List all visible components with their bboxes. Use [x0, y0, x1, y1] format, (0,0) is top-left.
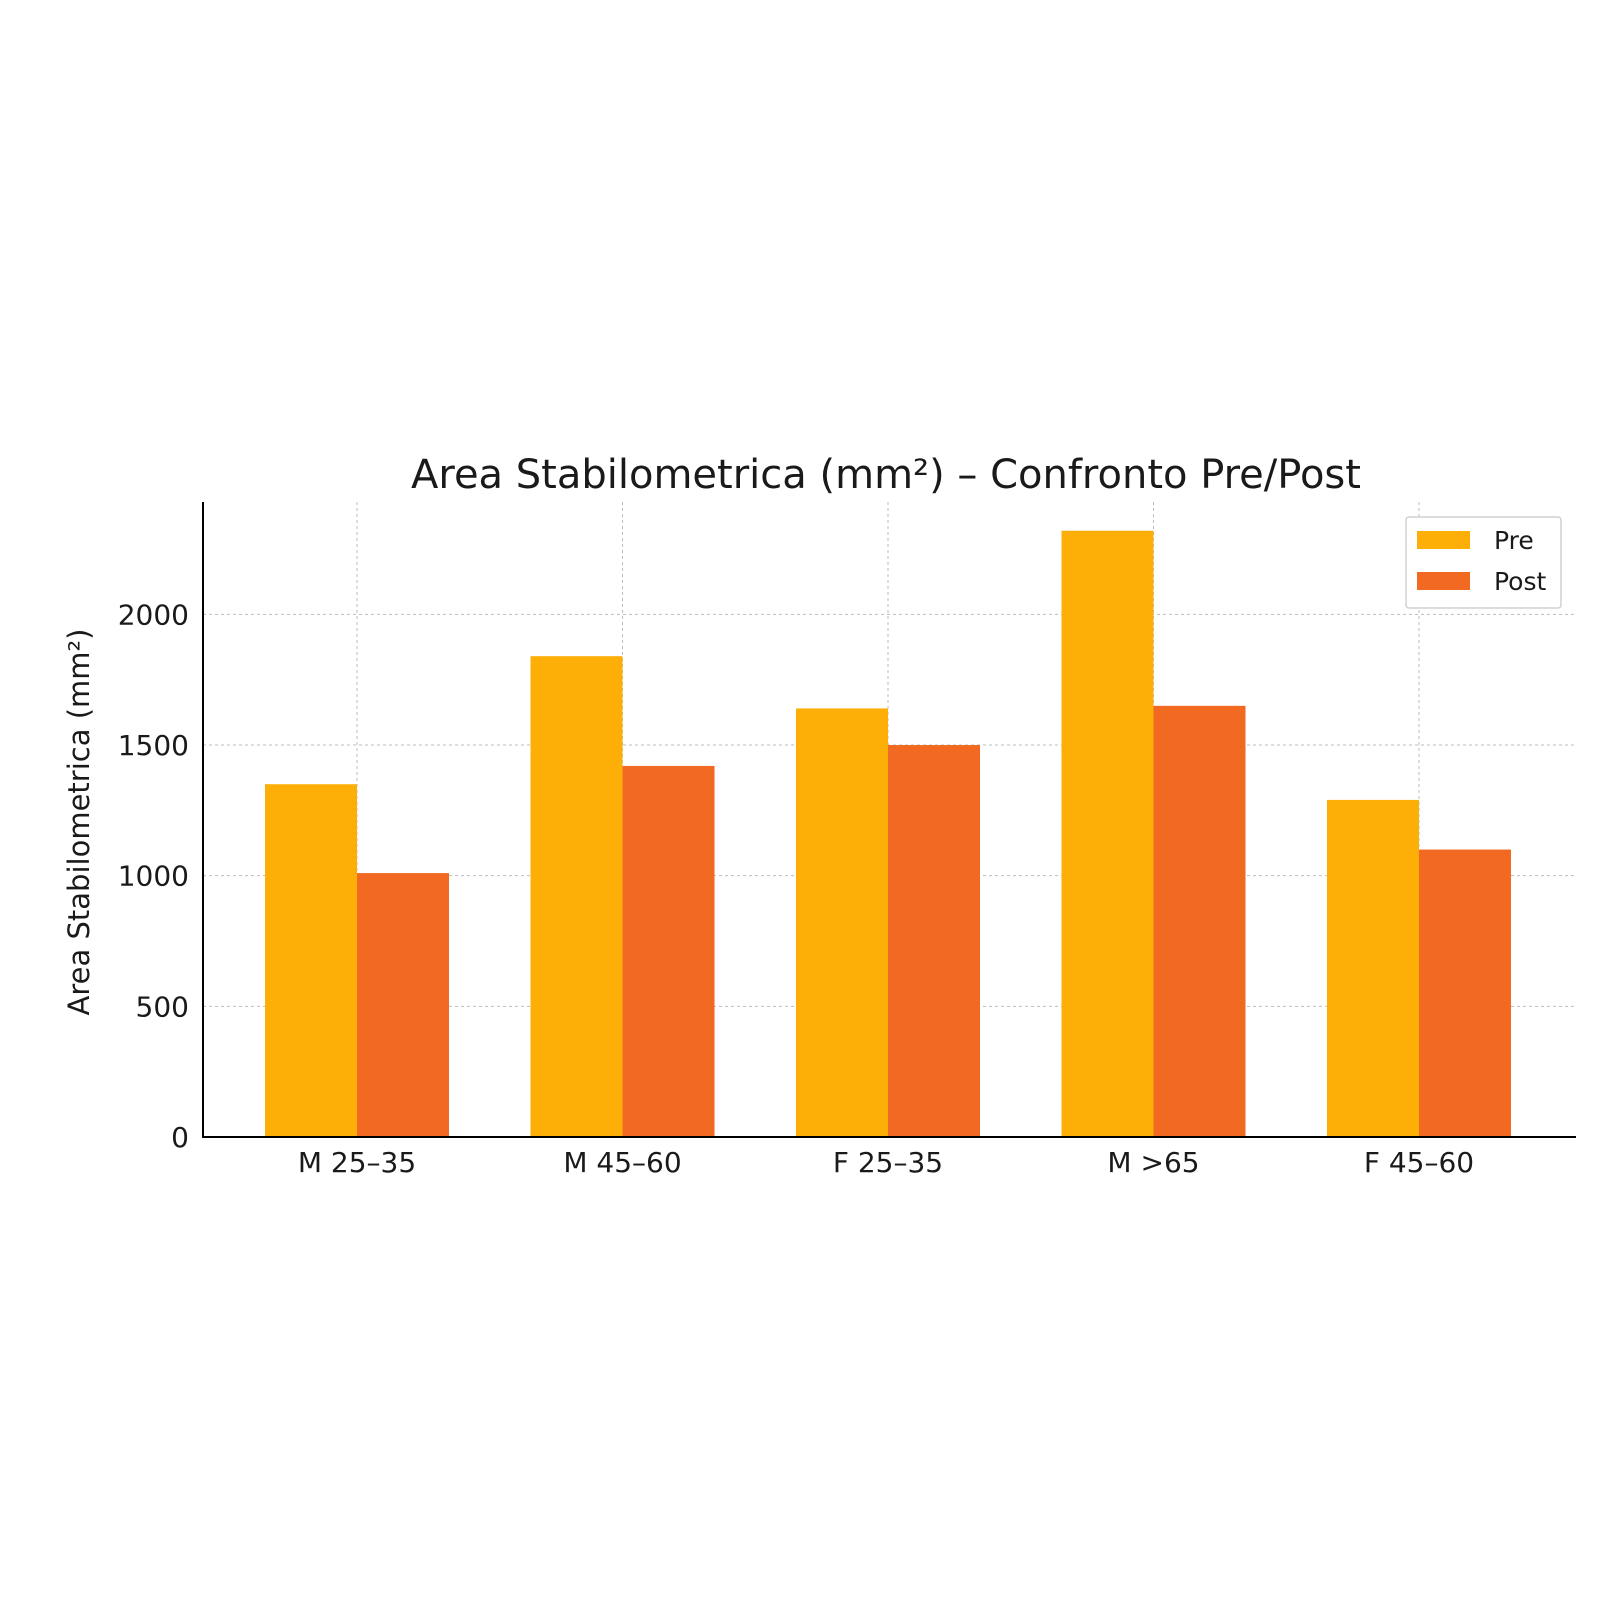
bar-post-f-25-35 — [888, 745, 980, 1137]
bar-post-m-65 — [1153, 705, 1246, 1137]
bar-pre-f-45-60 — [1327, 799, 1419, 1137]
x-tick-label-m-45-60: M 45–60 — [563, 1146, 681, 1179]
bar-post-m-45-60 — [622, 765, 715, 1137]
legend-label-pre: Pre — [1494, 526, 1534, 555]
x-tick-label-f-45-60: F 45–60 — [1364, 1146, 1474, 1179]
y-tick-labels: 0 500 1000 1500 2000 — [118, 598, 189, 1154]
bar-pre-f-25-35 — [796, 708, 888, 1137]
bar-pre-m-25-35 — [265, 784, 357, 1137]
y-tick-label-1000: 1000 — [118, 860, 189, 893]
x-tick-label-m-65: M >65 — [1107, 1146, 1199, 1179]
y-tick-label-1500: 1500 — [118, 729, 189, 762]
legend-label-post: Post — [1494, 567, 1547, 596]
x-tick-label-m-25-35: M 25–35 — [298, 1146, 416, 1179]
chart-title: Area Stabilometrica (mm²) – Confronto Pr… — [411, 452, 1361, 498]
x-tick-labels: M 25–35 M 45–60 F 25–35 M >65 F 45–60 — [298, 1146, 1474, 1179]
bar-post-f-45-60 — [1419, 849, 1511, 1137]
legend-swatch-pre — [1417, 531, 1470, 549]
bars — [265, 530, 1511, 1137]
bar-pre-m-45-60 — [530, 656, 623, 1137]
x-tick-label-f-25-35: F 25–35 — [833, 1146, 943, 1179]
y-axis-label: Area Stabilometrica (mm²) — [62, 629, 96, 1016]
bar-pre-m-65 — [1061, 530, 1154, 1137]
legend-swatch-post — [1417, 572, 1470, 590]
bar-post-m-25-35 — [357, 873, 449, 1137]
legend: Pre Post — [1405, 516, 1562, 609]
y-tick-label-500: 500 — [136, 990, 189, 1023]
y-tick-label-0: 0 — [171, 1121, 189, 1154]
y-tick-label-2000: 2000 — [118, 598, 189, 631]
